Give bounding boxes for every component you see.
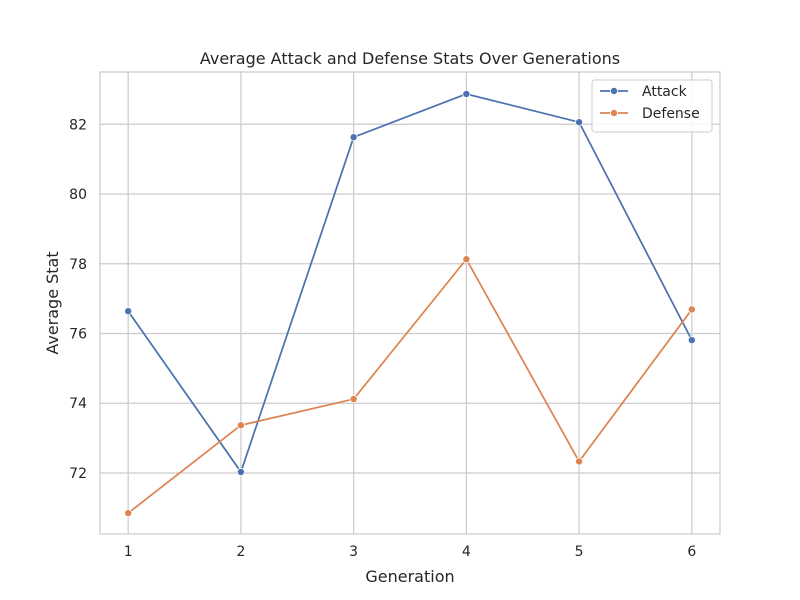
defense-data-point (687, 305, 696, 314)
attack-legend-label: Attack (642, 84, 688, 100)
x-tick-label: 6 (687, 544, 696, 560)
y-tick-label: 78 (69, 257, 87, 273)
y-tick-label: 72 (69, 466, 87, 482)
legend-box (591, 79, 713, 133)
defense-data-point (349, 395, 358, 404)
y-tick-label: 82 (69, 117, 87, 133)
y-axis-label: Average Stat (43, 251, 62, 354)
defense-legend-label: Defense (642, 106, 700, 122)
attack-series-line (127, 93, 693, 473)
y-tick-label: 80 (69, 187, 87, 203)
defense-data-point (124, 509, 133, 518)
defense-data-point (462, 255, 471, 264)
attack-data-point (462, 89, 471, 98)
attack-data-point (124, 307, 133, 316)
y-tick-label: 74 (69, 396, 87, 412)
attack-data-point (687, 336, 696, 345)
attack-data-point (236, 467, 245, 476)
defense-data-point (236, 421, 245, 430)
x-tick-label: 2 (236, 544, 245, 560)
tick-labels: 1 2 3 4 5 6 72 74 76 78 80 82 (69, 117, 696, 560)
legend: Attack Defense (591, 79, 713, 133)
attack-data-point (575, 118, 584, 127)
x-tick-label: 1 (124, 544, 133, 560)
x-tick-label: 3 (349, 544, 358, 560)
plot-area-frame (99, 71, 721, 535)
defense-series-line (127, 258, 693, 514)
defense-data-point (575, 457, 584, 466)
x-tick-label: 5 (575, 544, 584, 560)
defense-legend-marker (610, 109, 619, 118)
attack-legend-marker (610, 87, 619, 96)
chart-title: Average Attack and Defense Stats Over Ge… (200, 49, 620, 68)
x-tick-label: 4 (462, 544, 471, 560)
attack-data-point (349, 133, 358, 142)
series-layer (124, 89, 696, 518)
y-tick-label: 76 (69, 327, 87, 343)
x-axis-label: Generation (365, 567, 454, 586)
